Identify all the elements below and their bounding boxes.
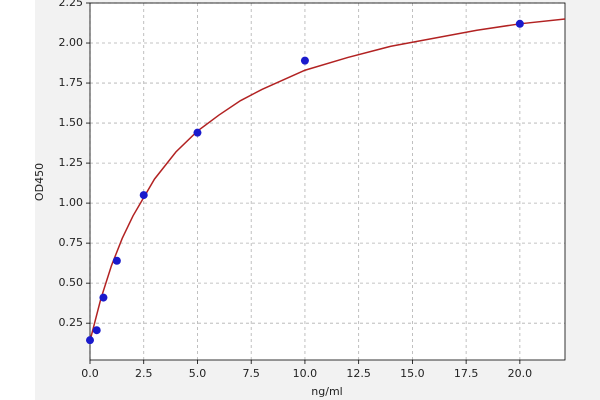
y-tick-label: 1.50 — [59, 116, 84, 129]
x-tick-label: 17.5 — [454, 367, 479, 380]
y-tick-label: 1.75 — [59, 76, 84, 89]
data-point — [92, 326, 101, 335]
plot-frame — [89, 2, 566, 361]
x-tick-label: 12.5 — [346, 367, 371, 380]
y-tick-label: 0.75 — [59, 236, 84, 249]
data-point — [300, 56, 309, 65]
data-point — [112, 256, 121, 265]
x-tick-label: 2.5 — [135, 367, 153, 380]
data-point — [139, 191, 148, 200]
x-tick-label: 15.0 — [400, 367, 425, 380]
y-tick-label: 1.25 — [59, 156, 84, 169]
x-axis-label: ng/ml — [311, 385, 342, 398]
y-tick-label: 2.25 — [59, 0, 84, 9]
x-tick-label: 10.0 — [293, 367, 318, 380]
x-tick-label: 0.0 — [81, 367, 99, 380]
y-axis-label: OD450 — [33, 163, 46, 201]
plot-area — [90, 3, 565, 360]
x-tick-label: 20.0 — [508, 367, 533, 380]
y-tick-label: 2.00 — [59, 36, 84, 49]
x-tick-label: 5.0 — [189, 367, 207, 380]
data-point — [193, 128, 202, 137]
y-tick-label: 0.50 — [59, 276, 84, 289]
fit-curve — [89, 18, 566, 341]
data-point — [515, 19, 524, 28]
x-tick-label: 7.5 — [242, 367, 260, 380]
data-point — [86, 336, 94, 345]
data-point — [99, 293, 108, 302]
y-tick-label: 0.25 — [59, 316, 84, 329]
y-tick-label: 1.00 — [59, 196, 84, 209]
